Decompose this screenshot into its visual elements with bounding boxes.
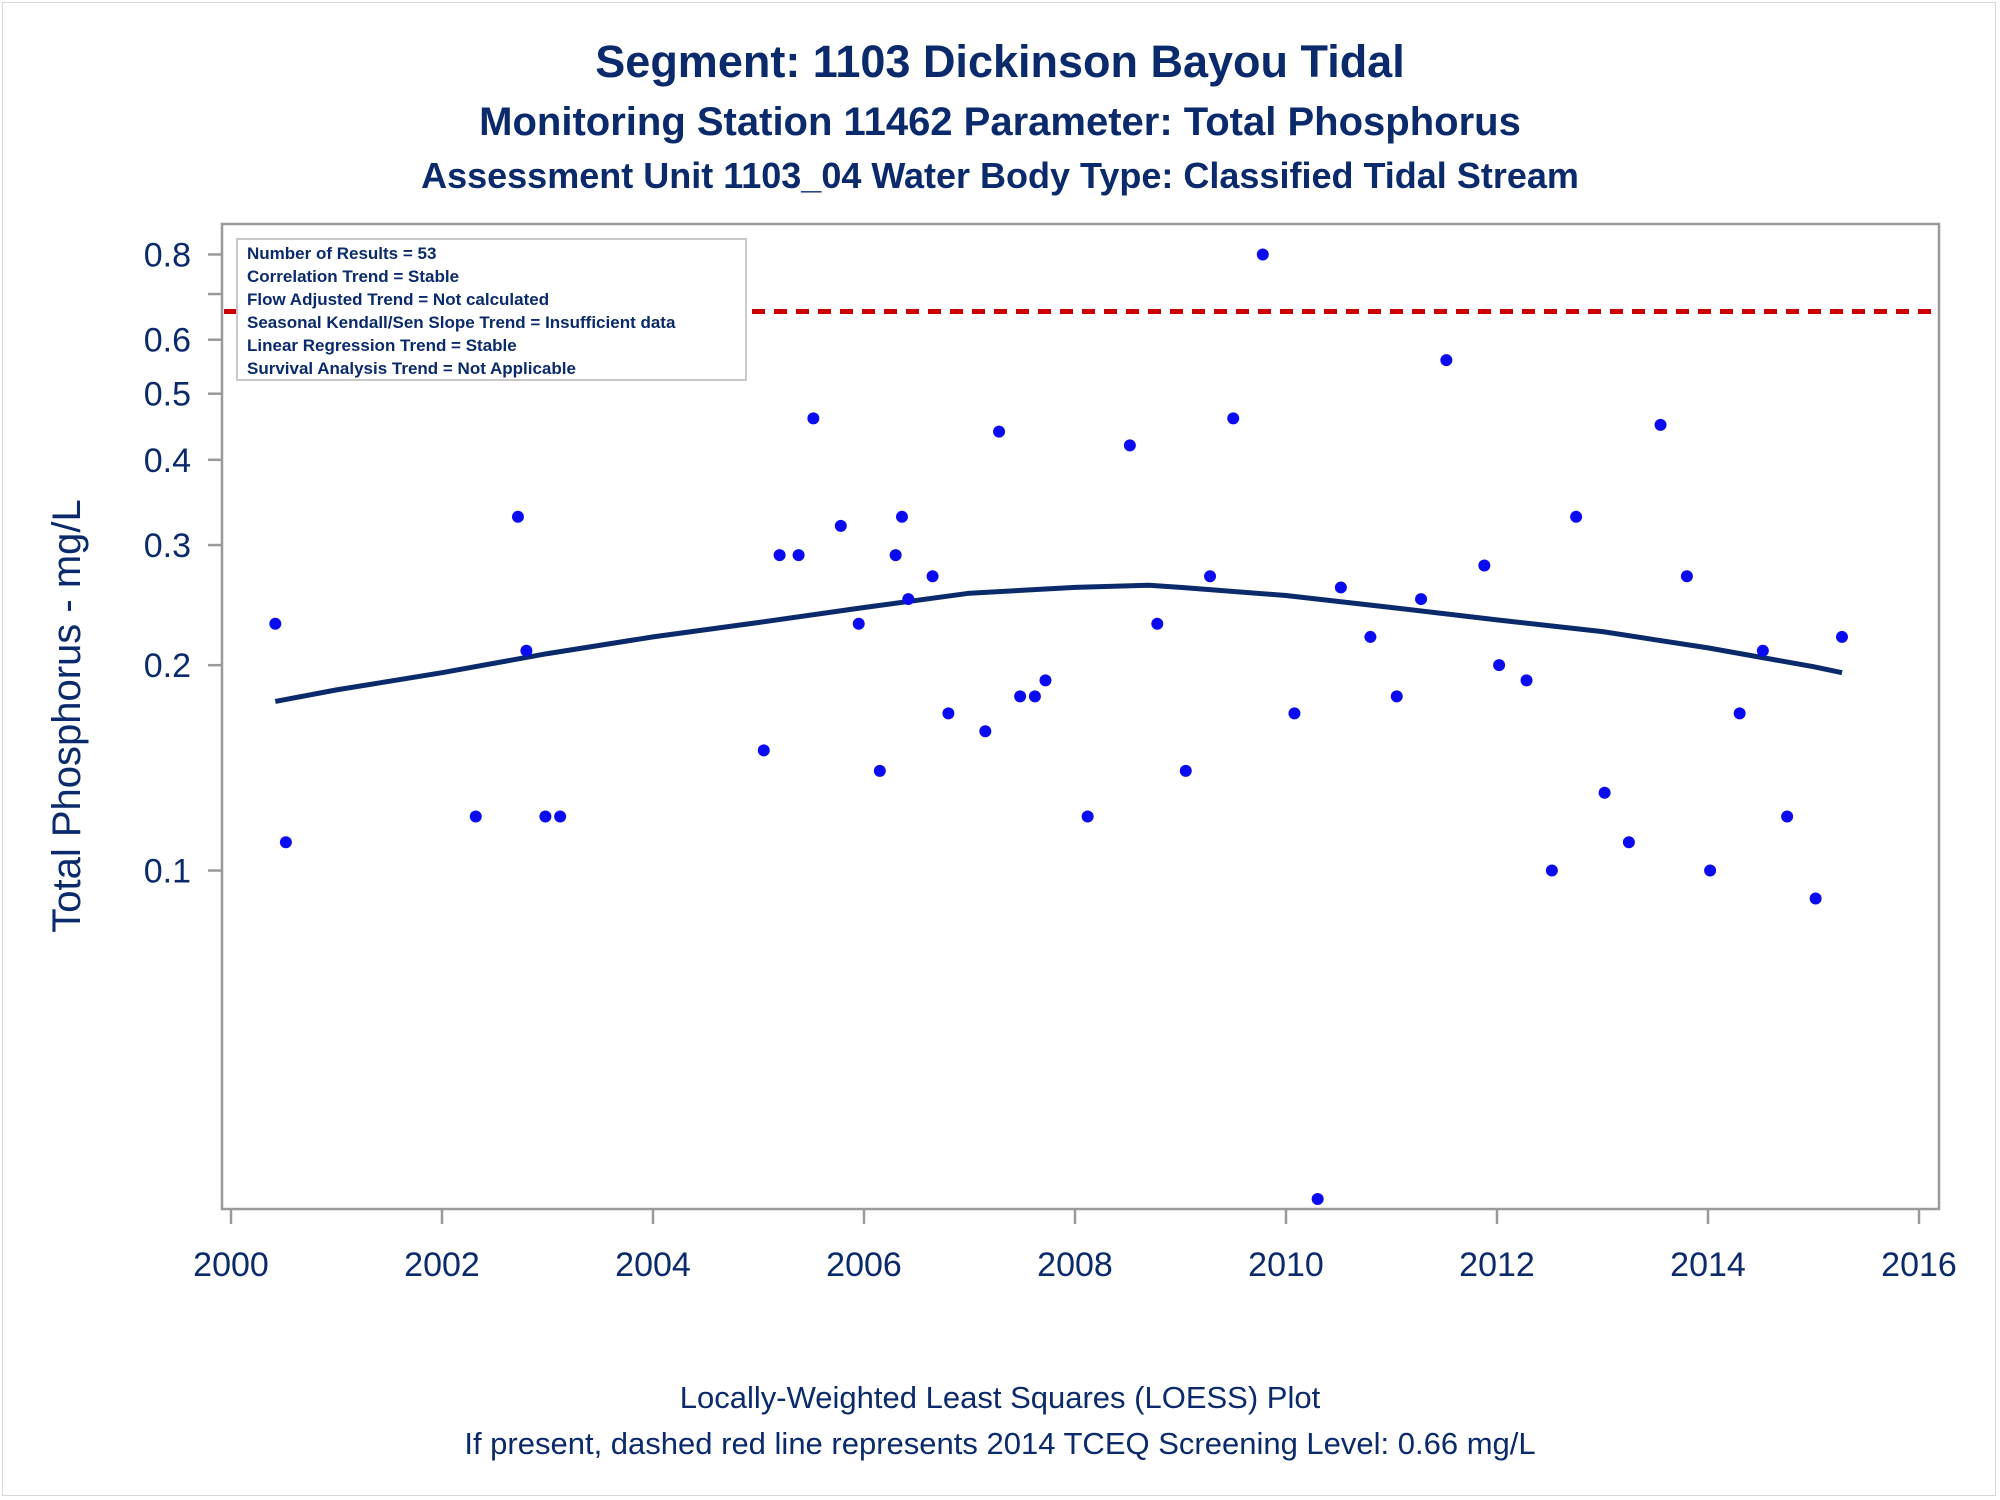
stat-seasonal-kendall-trend: Seasonal Kendall/Sen Slope Trend = Insuf…	[247, 313, 676, 332]
data-point	[1204, 570, 1217, 583]
data-point	[1781, 810, 1794, 823]
data-point	[873, 764, 886, 777]
plot-area	[220, 222, 1941, 1211]
x-tick-label: 2010	[1248, 1246, 1324, 1284]
footnote-method: Locally-Weighted Least Squares (LOESS) P…	[679, 1380, 1321, 1415]
y-axis: 0.1 0.2 0.3 0.4 0.5 0.6 0.8	[144, 236, 222, 891]
chart-title: Segment: 1103 Dickinson Bayou Tidal	[595, 36, 1405, 87]
data-point	[269, 617, 282, 630]
data-point	[895, 510, 908, 523]
data-point	[539, 810, 552, 823]
data-point	[1390, 690, 1403, 703]
data-point	[1545, 864, 1558, 877]
data-point	[1123, 439, 1136, 452]
stats-box: Number of Results = 53 Correlation Trend…	[236, 238, 747, 381]
x-tick-label: 2014	[1670, 1246, 1746, 1284]
stat-linear-regression-trend: Linear Regression Trend = Stable	[247, 336, 517, 355]
x-tick-label: 2016	[1881, 1246, 1957, 1284]
data-point	[1520, 674, 1533, 687]
footnote-screening-level: If present, dashed red line represents 2…	[464, 1426, 1536, 1461]
data-point	[1493, 659, 1506, 672]
x-tick-label: 2012	[1459, 1246, 1535, 1284]
data-point	[1704, 864, 1717, 877]
data-point	[1622, 836, 1635, 849]
data-point	[1039, 674, 1052, 687]
data-point	[1654, 418, 1667, 431]
data-point	[279, 836, 292, 849]
x-tick-label: 2008	[1037, 1246, 1113, 1284]
x-tick-label: 2000	[193, 1246, 269, 1284]
data-point	[1256, 248, 1269, 261]
y-tick-label: 0.2	[144, 647, 191, 685]
data-point	[1151, 617, 1164, 630]
data-point	[889, 549, 902, 562]
data-point	[511, 510, 524, 523]
y-axis-label: Total Phosphorus - mg/L	[45, 499, 89, 933]
data-point	[1835, 630, 1848, 643]
data-point	[1311, 1193, 1324, 1205]
stat-number-of-results: Number of Results = 53	[247, 244, 436, 263]
data-point	[1733, 707, 1746, 720]
data-point	[1598, 786, 1611, 799]
data-point	[807, 412, 820, 425]
x-tick-label: 2006	[826, 1246, 902, 1284]
y-tick-label: 0.4	[144, 442, 191, 480]
data-point	[1680, 570, 1693, 583]
y-tick-label: 0.3	[144, 527, 191, 565]
x-axis: 2000 2002 2004 2006 2008 2010 2012 2014 2016	[193, 1209, 1957, 1284]
y-tick-label: 0.1	[144, 853, 191, 891]
data-point	[1334, 581, 1347, 594]
data-point	[1415, 593, 1428, 606]
x-tick-label: 2002	[404, 1246, 480, 1284]
data-point	[792, 549, 805, 562]
y-tick-label: 0.8	[144, 236, 191, 274]
data-point	[773, 549, 786, 562]
data-point	[1440, 354, 1453, 367]
data-points	[269, 248, 1848, 1205]
data-point	[1364, 630, 1377, 643]
data-point	[1014, 690, 1027, 703]
data-point	[757, 744, 770, 757]
data-point	[852, 617, 865, 630]
stat-flow-adjusted-trend: Flow Adjusted Trend = Not calculated	[247, 290, 549, 309]
loess-curve	[274, 582, 1843, 704]
chart-subtitle-assessment: Assessment Unit 1103_04 Water Body Type:…	[421, 155, 1579, 196]
y-tick-label: 0.5	[144, 376, 191, 414]
data-point	[520, 644, 533, 657]
data-point	[834, 519, 847, 532]
data-point	[469, 810, 482, 823]
data-point	[926, 570, 939, 583]
data-point	[942, 707, 955, 720]
data-point	[1570, 510, 1583, 523]
chart-subtitle-station: Monitoring Station 11462 Parameter: Tota…	[479, 100, 1521, 144]
data-point	[554, 810, 567, 823]
stat-survival-analysis-trend: Survival Analysis Trend = Not Applicable	[247, 359, 576, 378]
x-tick-label: 2004	[615, 1246, 691, 1284]
data-point	[979, 725, 992, 738]
data-point	[1081, 810, 1094, 823]
y-tick-label: 0.6	[144, 322, 191, 360]
data-point	[1478, 559, 1491, 572]
data-point	[1756, 644, 1769, 657]
data-point	[1179, 764, 1192, 777]
data-point	[1227, 412, 1240, 425]
data-point	[1288, 707, 1301, 720]
data-point	[1028, 690, 1041, 703]
stat-correlation-trend: Correlation Trend = Stable	[247, 267, 459, 286]
data-point	[993, 425, 1006, 438]
data-point	[1809, 892, 1822, 905]
data-point	[902, 593, 915, 606]
